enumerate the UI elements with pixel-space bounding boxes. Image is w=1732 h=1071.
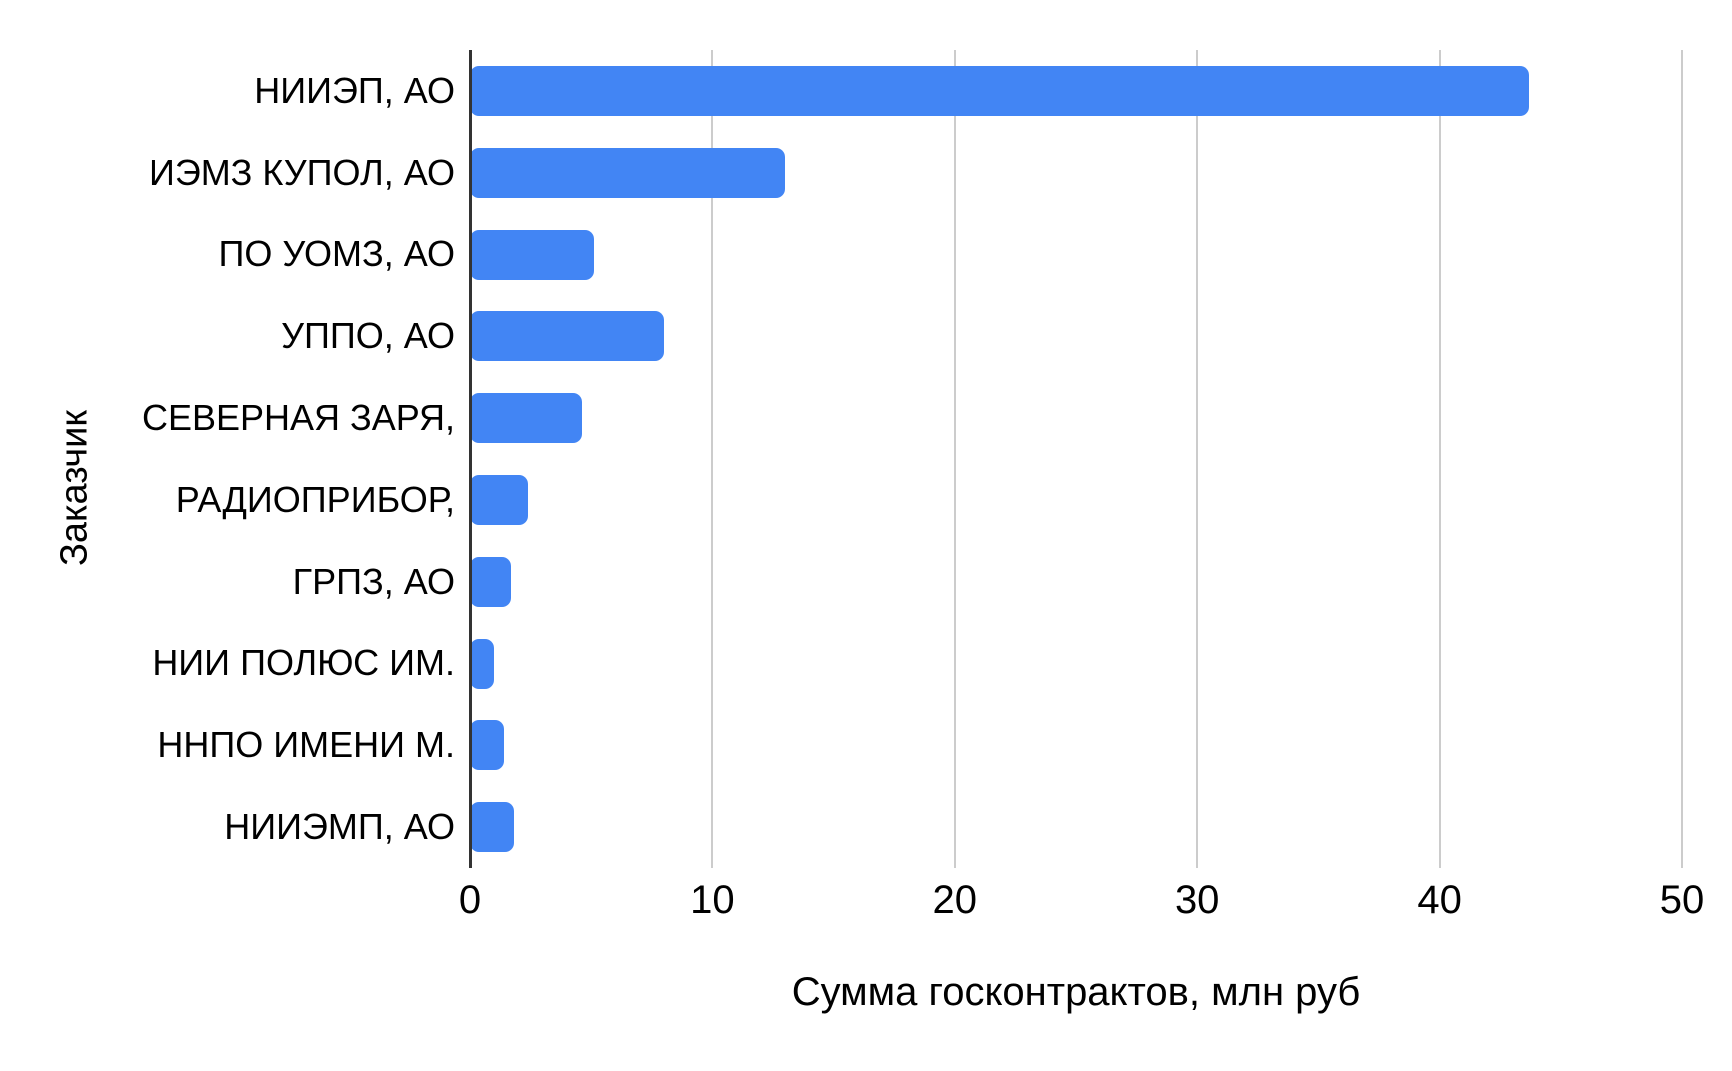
category-label-5: СЕВЕРНАЯ ЗАРЯ, bbox=[141, 397, 455, 439]
x-tick-label-0: 0 bbox=[458, 878, 482, 922]
category-axis-labels: НИИЭП, АО ИЭМЗ КУПОЛ, АО ПО УОМЗ, АО УППО, … bbox=[0, 50, 455, 868]
category-label-4: УППО, АО bbox=[281, 315, 455, 357]
x-axis-title: Сумма госконтрактов, млн руб bbox=[791, 970, 1361, 1014]
x-tick-label-10: 10 bbox=[690, 878, 735, 922]
category-label-8: НИИ ПОЛЮС ИМ. bbox=[152, 642, 455, 684]
category-label-2: ИЭМЗ КУПОЛ, АО bbox=[148, 151, 455, 193]
bar-7 bbox=[470, 556, 512, 607]
bar-2 bbox=[470, 147, 786, 198]
category-label-6: РАДИОПРИБОР, bbox=[175, 478, 455, 520]
category-label-10: НИИЭМП, АО bbox=[224, 806, 455, 848]
bar-9 bbox=[470, 720, 504, 771]
gridline-10 bbox=[711, 50, 714, 868]
bar-3 bbox=[470, 229, 594, 280]
category-label-9: ННПО ИМЕНИ М. bbox=[157, 724, 455, 766]
plot-area bbox=[469, 50, 1683, 868]
category-label-1: НИИЭП, АО bbox=[254, 69, 455, 111]
category-label-7: ГРПЗ, АО bbox=[292, 560, 455, 602]
x-tick-label-30: 30 bbox=[1174, 878, 1220, 922]
gridline-50 bbox=[1681, 50, 1683, 868]
bar-10 bbox=[470, 802, 514, 853]
x-tick-label-50: 50 bbox=[1659, 878, 1705, 922]
bar-1 bbox=[470, 65, 1530, 116]
bar-5 bbox=[470, 393, 582, 444]
x-tick-label-40: 40 bbox=[1417, 878, 1462, 922]
y-axis-line bbox=[469, 50, 472, 868]
gridline-40 bbox=[1438, 50, 1441, 868]
bar-4 bbox=[470, 311, 664, 362]
gridline-20 bbox=[953, 50, 956, 868]
category-label-3: ПО УОМЗ, АО bbox=[218, 233, 455, 275]
gridline-30 bbox=[1196, 50, 1199, 868]
bar-8 bbox=[470, 638, 495, 689]
bar-6 bbox=[470, 474, 529, 525]
x-tick-label-20: 20 bbox=[932, 878, 978, 922]
x-axis-tick-labels: 0 10 20 30 40 50 bbox=[459, 878, 1704, 928]
